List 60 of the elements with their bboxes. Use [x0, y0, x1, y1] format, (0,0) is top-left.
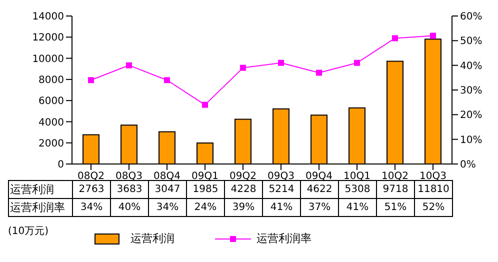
legend-label: 运营利润率: [256, 231, 312, 246]
point: [240, 64, 246, 71]
x-tick-label: 10Q3: [420, 171, 446, 182]
y-tick-label: 4000: [38, 117, 64, 128]
x-tick-label: 08Q2: [78, 171, 104, 182]
legend-label: 运营利润: [130, 231, 175, 246]
y2-tick-label: 0%: [460, 160, 476, 171]
data-label: 52%: [414, 198, 452, 216]
data-label: 3683: [110, 180, 148, 198]
text: 运营利润率: [10, 201, 65, 214]
x-tick-label: 09Q3: [268, 171, 294, 182]
y2-tick-label: 10%: [460, 134, 482, 146]
data-label: 24%: [186, 198, 224, 216]
point: [354, 60, 360, 66]
point: [126, 62, 132, 68]
data-label: 3047: [148, 180, 186, 198]
point: [202, 102, 208, 108]
data-label: 37%: [300, 198, 338, 216]
point: [88, 77, 94, 84]
y2-tick-label: 30%: [460, 86, 482, 97]
data-label: 34%: [72, 198, 110, 216]
y2-tick-label: 20%: [460, 110, 482, 122]
data-label: 40%: [110, 198, 148, 216]
x-tick-label: 10Q2: [382, 171, 408, 182]
y-tick-label: 2000: [38, 138, 64, 150]
data-label: 34%: [148, 198, 186, 216]
data-label: 41%: [338, 198, 376, 216]
data-label: 11810: [414, 180, 452, 198]
point: [430, 32, 436, 39]
data-label: 2763: [72, 180, 110, 198]
x-tick-label: 09Q4: [306, 171, 332, 182]
point: [316, 70, 322, 76]
y-tick-label: 14000: [32, 12, 64, 23]
data-label: 5214: [262, 180, 300, 198]
y-tick-label: 8000: [38, 74, 64, 86]
y-tick-label: 10000: [32, 54, 64, 65]
text: (10万元): [8, 224, 49, 238]
point: [164, 77, 170, 84]
data-label: 1985: [186, 180, 224, 198]
data-label: 41%: [262, 198, 300, 216]
y-tick-label: 6000: [38, 96, 64, 108]
x-tick-label: 09Q1: [192, 171, 218, 182]
y2-tick-label: 50%: [460, 36, 482, 48]
x-tick-label: 08Q3: [116, 171, 142, 182]
data-label: 39%: [224, 198, 262, 216]
x-tick-label: 09Q2: [230, 171, 256, 182]
point: [392, 35, 398, 42]
data-label: 5308: [338, 180, 376, 198]
y-tick-label: 12000: [32, 32, 64, 44]
y-tick-label: 0: [58, 160, 64, 171]
y2-tick-label: 60%: [460, 12, 482, 23]
x-tick-label: 10Q1: [344, 171, 370, 182]
data-label: 9718: [376, 180, 414, 198]
x-tick-label: 08Q4: [154, 171, 180, 182]
text: 运营利润: [10, 183, 54, 196]
data-label: 4622: [300, 180, 338, 198]
y2-tick-label: 40%: [460, 60, 482, 72]
data-label: 4228: [224, 180, 262, 198]
data-label: 51%: [376, 198, 414, 216]
point: [278, 60, 284, 66]
